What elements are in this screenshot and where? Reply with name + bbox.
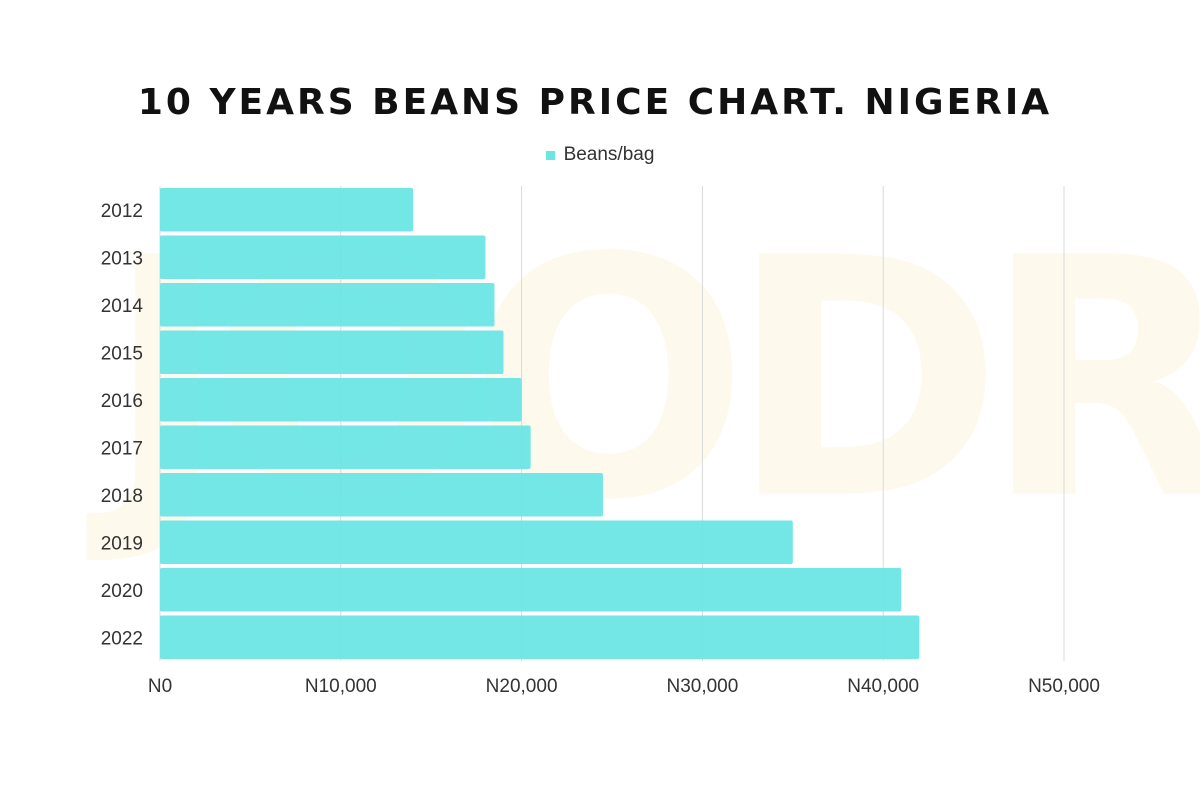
y-tick-label: 2014 xyxy=(101,296,144,317)
bar xyxy=(160,378,522,422)
x-tick-label: N20,000 xyxy=(486,676,558,697)
bar xyxy=(160,283,495,327)
y-tick-label: 2013 xyxy=(101,248,143,269)
bar xyxy=(160,330,504,374)
x-tick-label: N0 xyxy=(148,676,172,697)
y-tick-label: 2022 xyxy=(101,628,143,649)
legend: Beans/bag xyxy=(0,144,1200,166)
x-axis-labels: N0 N10,000 N20,000 N30,000 N40,000 N50,000 xyxy=(148,676,1100,697)
y-tick-label: 2019 xyxy=(101,533,143,554)
bar xyxy=(160,615,920,659)
bars xyxy=(160,188,920,659)
bar xyxy=(160,235,486,279)
x-tick-label: N30,000 xyxy=(666,676,738,697)
bar xyxy=(160,188,414,232)
bar xyxy=(160,473,603,517)
x-tick-label: N40,000 xyxy=(847,676,919,697)
legend-label: Beans/bag xyxy=(563,144,655,165)
y-tick-label: 2018 xyxy=(101,486,143,507)
y-tick-label: 2012 xyxy=(101,201,143,222)
y-tick-label: 2016 xyxy=(101,391,143,412)
y-axis-labels: 2012 2013 2014 2015 2016 2017 2018 2019 2020 2022 xyxy=(101,201,144,650)
y-tick-label: 2015 xyxy=(101,343,143,364)
chart-title: 10 YEARS BEANS PRICE CHART. NIGERIA xyxy=(137,82,1053,123)
bar xyxy=(160,568,902,612)
bar xyxy=(160,425,531,469)
y-tick-label: 2020 xyxy=(101,581,143,602)
y-tick-label: 2017 xyxy=(101,438,143,459)
bar xyxy=(160,520,793,564)
legend-swatch xyxy=(545,150,555,160)
x-tick-label: N10,000 xyxy=(305,676,377,697)
x-tick-label: N50,000 xyxy=(1028,676,1100,697)
